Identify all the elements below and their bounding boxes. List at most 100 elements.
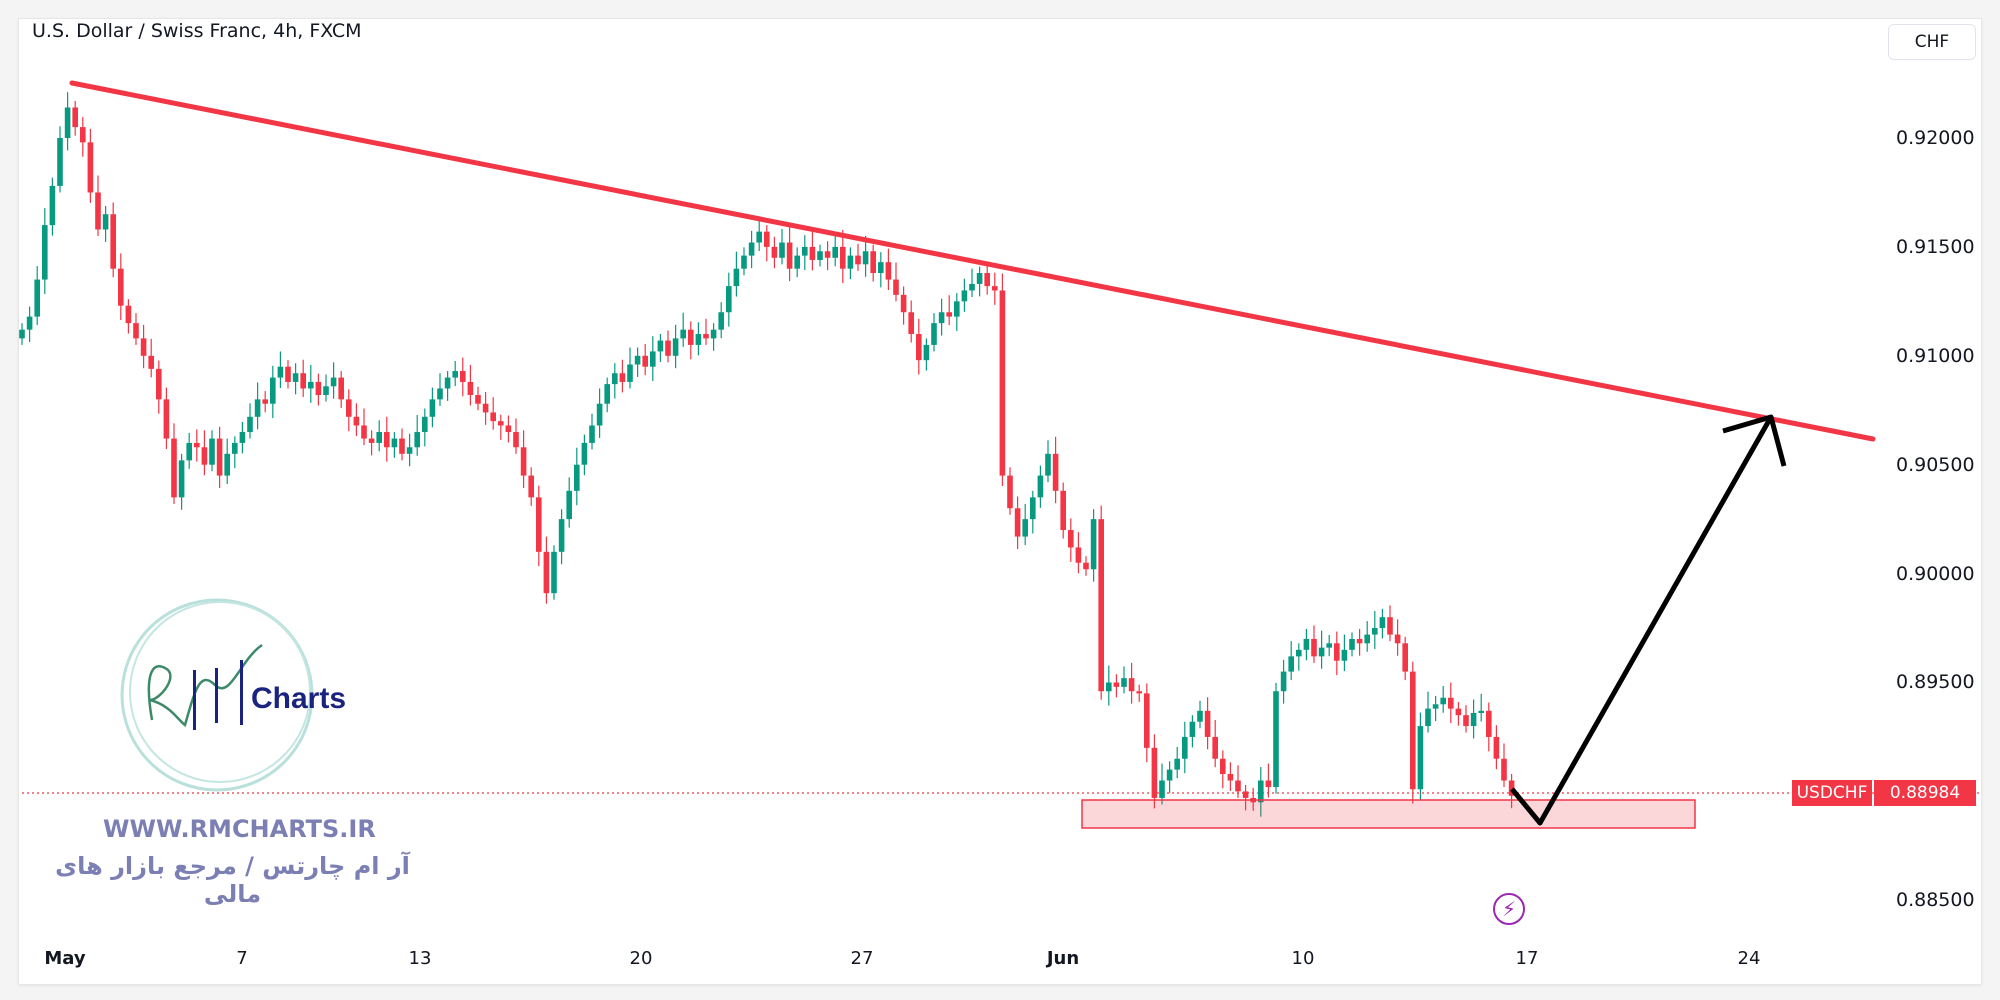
price-tick: 0.91500	[1896, 236, 1975, 258]
candle-body	[1037, 475, 1044, 498]
candle-body	[376, 432, 382, 443]
candle-body	[460, 371, 466, 382]
candle-body	[1144, 693, 1150, 748]
candle-body	[1174, 758, 1180, 770]
candle-body	[992, 286, 998, 291]
candle-body	[384, 432, 390, 448]
candle-body	[1060, 490, 1066, 531]
candle-body	[1493, 736, 1500, 759]
candle-body	[840, 246, 846, 269]
candle-body	[908, 312, 914, 335]
candle-body	[748, 242, 755, 256]
candle-body	[1356, 638, 1363, 644]
date-tick: 20	[629, 948, 653, 969]
candle-body	[672, 338, 679, 356]
candle-body	[520, 447, 527, 476]
candle-body	[916, 334, 922, 361]
candle-body	[726, 286, 732, 313]
chart-panel[interactable]	[18, 18, 1982, 985]
candle-body	[1022, 519, 1028, 537]
candle-body	[976, 273, 983, 284]
price-tick: 0.88500	[1896, 889, 1975, 911]
candle-body	[1318, 647, 1325, 657]
candle-body	[110, 214, 116, 269]
candle-body	[1159, 780, 1165, 798]
candle-body	[779, 242, 785, 258]
candle-body	[1349, 638, 1355, 650]
date-tick: 7	[236, 948, 248, 969]
candle-body	[1440, 697, 1446, 705]
watermark-tagline: آر ام چارتس / مرجع بازار های مالی	[55, 852, 410, 908]
candle-body	[612, 373, 618, 385]
candle-body	[140, 338, 147, 356]
candle-body	[270, 377, 276, 404]
candle-body	[566, 490, 572, 520]
candle-body	[467, 381, 474, 396]
candle-body	[1425, 708, 1431, 727]
candle-body	[1448, 697, 1454, 709]
candle-body	[817, 251, 823, 260]
candle-body	[528, 475, 534, 498]
candle-body	[802, 246, 808, 256]
candle-body	[353, 416, 360, 426]
candle-body	[1394, 634, 1401, 644]
candle-body	[1030, 497, 1036, 520]
candle-body	[224, 453, 230, 476]
candle-body	[1402, 643, 1408, 672]
candle-body	[931, 323, 937, 345]
candle-body	[19, 329, 25, 339]
candle-body	[1227, 773, 1234, 781]
candle-body	[1151, 747, 1158, 798]
date-tick: 17	[1515, 948, 1539, 969]
candle-body	[156, 368, 162, 400]
candle-body	[102, 214, 109, 230]
candle-body	[475, 395, 481, 404]
lightning-icon[interactable]: ⚡︎	[1493, 893, 1525, 925]
candle-body	[786, 242, 793, 269]
candle-body	[832, 246, 838, 258]
candle-body	[1166, 769, 1173, 781]
candle-body	[862, 251, 869, 265]
candle-body	[513, 432, 519, 448]
symbol-label: USDCHF	[1792, 780, 1872, 806]
projection-arrow[interactable]	[1510, 415, 1774, 826]
candle-body	[368, 438, 375, 443]
candle-body	[422, 416, 428, 433]
logo-charts-text: Charts	[251, 682, 346, 715]
candle-body	[581, 442, 588, 465]
candle-body	[277, 366, 284, 378]
chart-title: U.S. Dollar / Swiss Franc, 4h, FXCM	[32, 20, 362, 42]
candle-body	[650, 351, 656, 367]
candle-body	[1106, 682, 1112, 692]
candle-body	[247, 416, 253, 433]
candle-body	[680, 329, 686, 339]
candle-body	[194, 442, 200, 448]
candle-body	[1113, 682, 1120, 687]
candle-body	[429, 399, 436, 417]
trendline[interactable]	[69, 80, 1876, 442]
candle-body	[490, 412, 496, 422]
candle-body	[1182, 736, 1188, 759]
candle-body	[1410, 671, 1416, 790]
candle-body	[361, 425, 367, 439]
candle-body	[171, 438, 177, 498]
candle-body	[498, 421, 504, 426]
candle-body	[505, 425, 512, 433]
currency-button[interactable]: CHF	[1888, 24, 1976, 60]
candle-body	[1068, 530, 1074, 548]
candle-body	[1470, 712, 1477, 727]
candle-body	[125, 305, 132, 324]
candle-body	[330, 377, 337, 387]
support-zone[interactable]	[1081, 799, 1696, 829]
candle-body	[186, 442, 192, 461]
candle-body	[794, 255, 800, 269]
price-tick: 0.92000	[1896, 127, 1975, 149]
candle-body	[900, 294, 907, 313]
candle-body	[42, 225, 48, 280]
candle-body	[292, 373, 299, 382]
candle-body	[1265, 780, 1272, 788]
candle-body	[657, 340, 664, 352]
candle-body	[574, 464, 580, 491]
candle-body	[893, 279, 899, 295]
